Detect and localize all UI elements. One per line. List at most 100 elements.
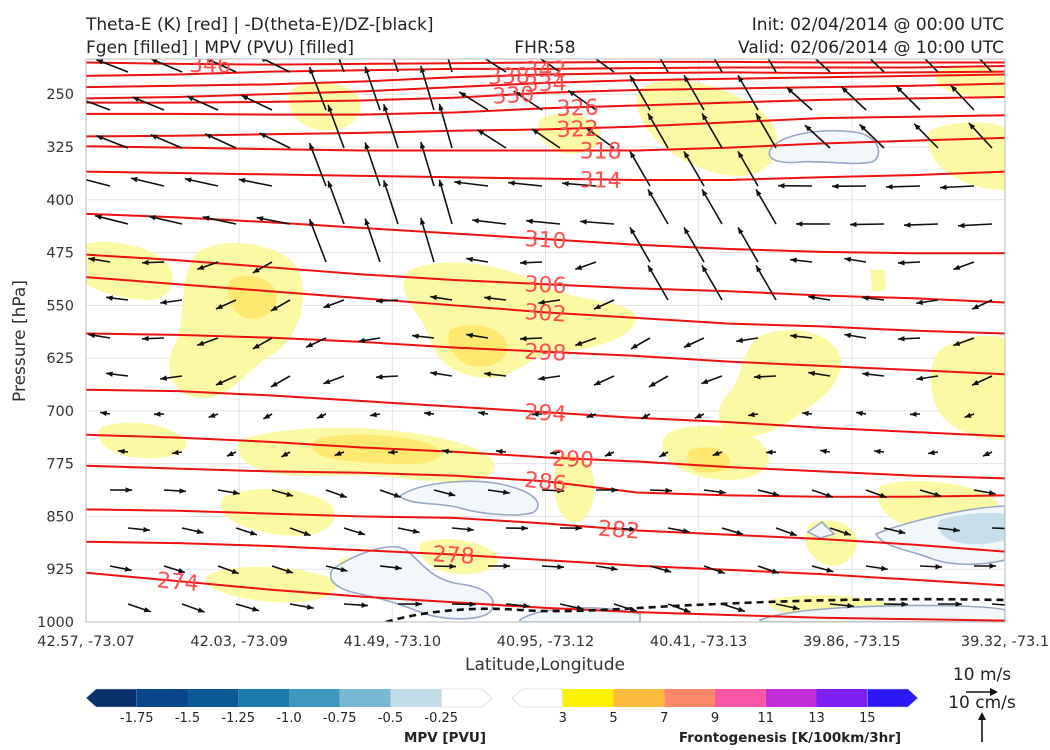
wind-vector-head <box>630 75 636 83</box>
x-tick-label: 39.86, -73.15 <box>803 634 900 650</box>
x-tick-label: 39.32, -73.1 <box>961 634 1049 650</box>
wind-vector-head <box>856 410 863 417</box>
wind-vector-head <box>778 183 785 189</box>
wind-vector-head <box>611 487 618 493</box>
wind-vector <box>755 264 777 301</box>
wind-vector-head <box>420 65 426 73</box>
wind-vector-head <box>172 449 179 456</box>
theta-e-contour-label: 298 <box>524 340 567 367</box>
wind-vector-head <box>238 177 246 184</box>
y-tick-label: 700 <box>46 404 74 420</box>
wind-vector-head <box>430 294 438 301</box>
y-tick-label: 400 <box>46 193 74 209</box>
colorbar-segment <box>390 689 442 707</box>
wind-vector <box>869 59 885 73</box>
wind-vector-head <box>756 265 762 273</box>
wind-vector-head <box>286 491 294 497</box>
wind-vector-head <box>78 98 85 103</box>
wind-vector-head <box>285 568 293 574</box>
wind-vector-head <box>415 601 422 607</box>
wind-vector-head <box>306 342 314 348</box>
y-tick-label: 475 <box>46 246 74 262</box>
wind-vector-head <box>202 215 210 221</box>
colorbar-tick-label: -1.75 <box>120 711 154 726</box>
theta-e-contour-label: 294 <box>524 400 567 428</box>
wind-vector-head <box>886 184 893 190</box>
wind-vector-head <box>370 411 377 418</box>
wind-vector <box>338 59 345 73</box>
wind-vector <box>438 179 453 225</box>
colorbar-segment <box>613 689 665 707</box>
wind-vector-head <box>477 129 485 136</box>
wind-vector-head <box>874 448 881 455</box>
theta-e-contour-lines <box>86 60 1005 622</box>
wind-vector-head <box>796 221 803 227</box>
colorbar-segment <box>562 689 614 707</box>
colorbar-tick-label: -1.25 <box>221 711 255 726</box>
wind-vector-head <box>879 492 887 498</box>
reference-vector-horizontal-head <box>990 688 998 696</box>
wind-vector-head <box>717 568 725 574</box>
wind-vector-head <box>738 75 744 83</box>
wind-vector-head <box>124 566 132 572</box>
theta-e-contour-label: 314 <box>579 168 621 194</box>
y-tick-label: 625 <box>46 351 74 367</box>
theta-e-contour-342 <box>86 65 1005 77</box>
colorbar-tick-label: 3 <box>559 711 567 726</box>
colorbar-tick-label: -0.5 <box>378 711 403 726</box>
wind-vector-head <box>150 134 158 140</box>
wind-vector-head <box>448 491 456 497</box>
wind-vector <box>701 112 723 149</box>
theta-e-contour-298 <box>86 332 1005 376</box>
wind-vector <box>308 142 327 187</box>
wind-vector-head <box>179 488 186 494</box>
wind-vector-head <box>683 607 691 613</box>
wind-vector-head <box>843 530 851 536</box>
wind-vector-head <box>205 133 213 140</box>
theta-e-contour-label: 326 <box>556 96 599 122</box>
wind-vector <box>420 65 435 111</box>
wind-vector-head <box>358 337 366 344</box>
wind-vector-head <box>364 142 370 150</box>
wind-vector-head <box>472 218 479 224</box>
wind-vector-head <box>150 59 158 64</box>
wind-vector-head <box>186 96 194 102</box>
wind-vector-head <box>154 411 161 417</box>
wind-vector-head <box>261 59 266 63</box>
wind-vector <box>683 226 705 263</box>
wind-vector-head <box>736 337 744 344</box>
wind-vector-head <box>737 606 745 612</box>
theta-e-contour-label: 342 <box>524 58 566 83</box>
wind-vector-head <box>916 375 924 381</box>
wind-vector-head <box>1007 526 1014 531</box>
wind-vector-head <box>665 487 672 494</box>
wind-vector-head <box>184 177 192 183</box>
wind-vector-head <box>575 525 582 531</box>
wind-vector-head <box>901 601 908 608</box>
wind-vector <box>737 74 759 111</box>
wind-vector-head <box>557 564 564 570</box>
wind-vector-head <box>586 128 594 135</box>
x-tick-label: 40.95, -73.12 <box>497 634 594 650</box>
wind-vector <box>392 59 399 73</box>
wind-vector <box>713 59 723 73</box>
wind-vector-head <box>766 449 773 455</box>
wind-vector-head <box>832 183 839 190</box>
wind-vector-head <box>197 340 205 346</box>
colorbar-tick-label: 13 <box>808 711 825 726</box>
wind-vector-head <box>904 222 911 228</box>
theta-e-contour-label: 346 <box>189 53 231 78</box>
wind-vector-head <box>125 487 132 493</box>
wind-vector-head <box>576 605 584 611</box>
wind-vector-head <box>130 176 138 183</box>
colorbar-tick-label: 5 <box>609 711 617 726</box>
wind-vector-head <box>376 374 383 380</box>
wind-vector-head <box>388 449 395 455</box>
wind-vector <box>438 103 453 149</box>
wind-vector-head <box>988 490 996 496</box>
wind-vector-head <box>580 219 587 225</box>
wind-vector-head <box>895 85 903 93</box>
wind-vectors <box>78 59 1014 613</box>
wind-vector-head <box>309 143 315 151</box>
